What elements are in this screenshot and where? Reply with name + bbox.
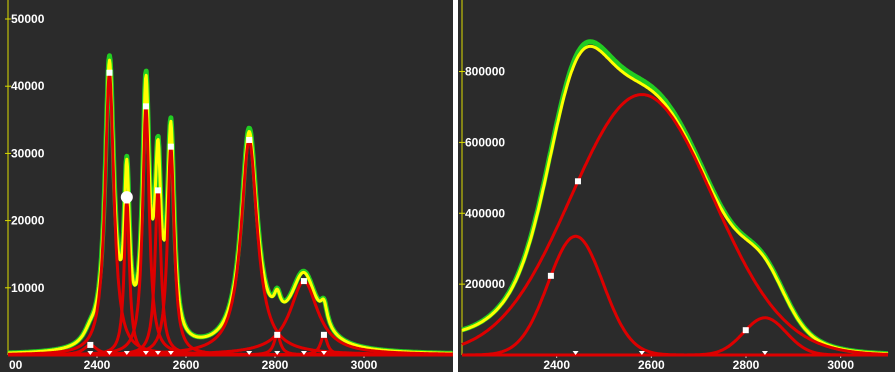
peak-position-triangle-7 <box>246 351 253 355</box>
right-chart-panel: 200000 400000 600000 800000 2400 2600 2800 3000 <box>458 0 895 372</box>
x-tick-label: 3000 <box>827 358 854 372</box>
peak-marker-9 <box>300 278 307 285</box>
peak-marker-5 <box>154 187 161 194</box>
peak-position-triangle-8 <box>274 351 281 355</box>
left-chart-panel: 10000 20000 30000 40000 50000 2400 2600 2800 300… <box>0 0 453 372</box>
y-tick-label: 20000 <box>11 214 45 228</box>
y-tick-label: 30000 <box>11 146 45 160</box>
component-peak-line-2 <box>461 93 889 356</box>
peak-position-triangle-3 <box>123 351 130 355</box>
x-tick-label: 2800 <box>262 358 289 372</box>
component-peak-line-5 <box>7 189 453 357</box>
y-tick-label: 40000 <box>11 79 45 93</box>
peak-position-triangle-9 <box>300 351 307 355</box>
peak-position-triangle-1 <box>572 351 579 355</box>
x-tick-label: 2400 <box>543 358 570 372</box>
x-tick-label: 2800 <box>733 358 760 372</box>
peak-marker-4 <box>142 103 149 110</box>
peak-position-triangle-3 <box>761 351 768 355</box>
peak-position-triangle-5 <box>154 351 161 355</box>
y-tick-label: 200000 <box>465 277 505 291</box>
selected-peak-marker <box>120 191 133 204</box>
peak-marker-1 <box>87 341 94 348</box>
peak-marker-3 <box>742 327 749 334</box>
measured-spectrum-line <box>460 39 890 357</box>
y-tick-label: 400000 <box>465 206 505 220</box>
x-tick-label: 2600 <box>638 358 665 372</box>
component-peak-line-3 <box>461 316 889 357</box>
peak-marker-10 <box>320 331 327 338</box>
peak-position-triangle-1 <box>87 351 94 355</box>
x-tick-label-clipped: 00 <box>9 358 23 372</box>
peak-position-triangle-2 <box>106 351 113 355</box>
peak-marker-7 <box>246 136 253 143</box>
y-tick-label: 600000 <box>465 135 505 149</box>
x-tick-label: 2600 <box>173 358 200 372</box>
y-tick-label: 10000 <box>11 281 45 295</box>
peak-marker-2 <box>106 69 113 76</box>
y-tick-label: 50000 <box>11 12 45 26</box>
component-peak-line-4 <box>7 105 453 357</box>
peak-position-triangle-2 <box>638 351 645 355</box>
peak-position-triangle-4 <box>142 351 149 355</box>
peak-position-triangle-10 <box>320 351 327 355</box>
peak-marker-8 <box>274 331 281 338</box>
component-peak-line-3 <box>7 198 453 357</box>
peak-marker-6 <box>167 143 174 150</box>
x-tick-label: 2400 <box>84 358 111 372</box>
fitted-envelope-line <box>7 58 453 355</box>
x-tick-label: 3000 <box>351 358 378 372</box>
peak-marker-1 <box>547 272 554 279</box>
left-chart: 10000 20000 30000 40000 50000 2400 2600 2800 300… <box>5 0 453 372</box>
component-peak-line-10 <box>7 333 453 357</box>
right-chart: 200000 400000 600000 800000 2400 2600 2800 3000 <box>459 0 890 372</box>
peak-position-triangle-6 <box>167 351 174 355</box>
y-tick-label: 800000 <box>465 65 505 79</box>
component-peak-line-6 <box>7 145 453 357</box>
peak-marker-2 <box>574 178 581 185</box>
component-peak-line-7 <box>7 138 453 357</box>
fitted-envelope-line <box>461 44 889 356</box>
